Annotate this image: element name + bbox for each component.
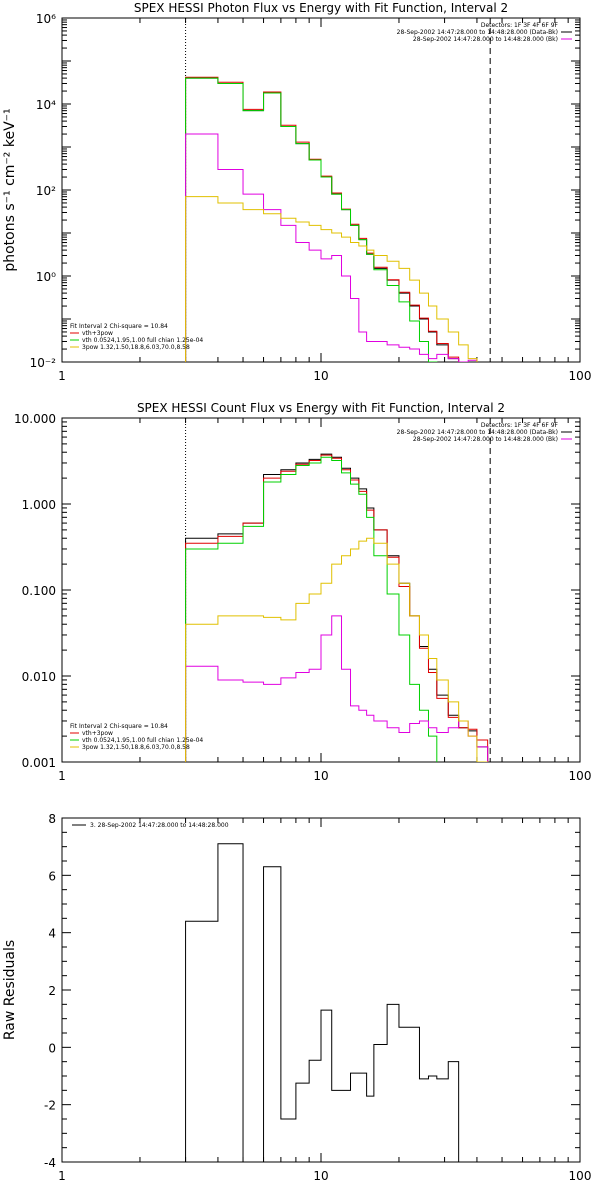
panel2-y-tick-label: 0 (48, 1041, 56, 1055)
panel1-legend-entry: Detectors: 1F 3F 4F 6F 9F (481, 422, 559, 429)
panel0-fit-legend-entry: 3pow 1.32,1.50,18.8,6.03,70.0,8.58 (82, 344, 190, 351)
panel1-x-tick-label: 1 (58, 769, 66, 783)
panel1-y-tick-label: 10.000 (14, 412, 56, 426)
panel1-series-line-2 (185, 456, 460, 762)
panel1-series-line-0 (185, 453, 489, 762)
panel1-fit-legend-entry: vth 0.0524,1.95,1.00 full chian 1.25e-04 (82, 737, 203, 744)
panel2-x-tick-label: 100 (569, 1169, 592, 1183)
panel0-legend-entry: 28-Sep-2002 14:47:28.000 to 14:48:28.000… (397, 29, 558, 36)
panel0-y-tick-label: 10⁴ (36, 98, 56, 112)
panel1-y-tick-label: 0.010 (22, 670, 56, 684)
panel0-legend-entry: Detectors: 1F 3F 4F 6F 9F (481, 22, 559, 29)
panel2-series-line-0 (185, 843, 460, 1162)
panel1-legend-entry: 28-Sep-2002 14:47:28.000 to 14:48:28.000… (413, 436, 558, 443)
panel0-y-tick-label: 10⁻² (30, 356, 57, 370)
panel0-y-tick-label: 10⁶ (36, 12, 56, 26)
panel1-series-group (185, 453, 510, 762)
panel0-y-tick-label: 10² (36, 184, 56, 198)
panel0-plot-frame (61, 17, 581, 363)
panel2-y-tick-label: -4 (44, 1156, 56, 1170)
photon-flux-panel: 1 10 100 10⁻² 10⁰ 10² 10⁴ 10⁶ SPEX HESSI Photon … (2, 1, 592, 383)
panel1-y-tick-label: 0.100 (22, 584, 56, 598)
panel2-x-tick-label: 10 (313, 1169, 328, 1183)
panel0-y-tick-label: 10⁰ (36, 270, 56, 284)
panel0-fit-legend-entry: vth 0.0524,1.95,1.00 full chian 1.25e-04 (82, 337, 203, 344)
residuals-panel: 1 10 100 -4 -2 0 2 4 6 8 Raw Residuals 3. 28-Sep-20… (2, 812, 591, 1183)
panel2-x-tick-label: 1 (58, 1169, 66, 1183)
panel1-fit-legend-entry: Fit Interval 2 Chi-square = 10.84 (70, 723, 168, 730)
panel2-y-tick-label: 4 (48, 927, 56, 941)
panel1-fit-legend-entry: vth+3pow (82, 730, 113, 737)
count-flux-panel: 1 10 100 0.001 0.010 0.100 1.000 10.000 SPEX HES… (14, 401, 592, 783)
panel2-series-group (185, 843, 460, 1162)
panel0-series-line-4 (185, 196, 510, 362)
panel1-fit-legend-entry: 3pow 1.32,1.50,18.8,6.03,70.0,8.58 (82, 744, 190, 751)
panel2-y-axis-label: Raw Residuals (2, 940, 18, 1040)
panel1-y-tick-label: 0.001 (22, 756, 56, 770)
panel2-y-tick-label: 2 (48, 984, 56, 998)
panel2-plot-frame (61, 817, 581, 1163)
panel1-x-tick-label: 100 (569, 769, 592, 783)
panel0-x-tick-label: 1 (58, 369, 66, 383)
panel2-legend-entry: 3. 28-Sep-2002 14:47:28.000 to 14:48:28.… (90, 822, 229, 829)
panel0-legend-entry: 28-Sep-2002 14:47:28.000 to 14:48:28.000… (413, 36, 558, 43)
panel1-y-tick-label: 1.000 (22, 498, 56, 512)
panel2-y-tick-label: -2 (44, 1099, 56, 1113)
panel1-chart-title: SPEX HESSI Count Flux vs Energy with Fit… (137, 401, 505, 415)
panel0-chart-title: SPEX HESSI Photon Flux vs Energy with Fi… (134, 1, 508, 15)
panel2-y-tick-label: 6 (48, 869, 56, 883)
panel1-legend-entry: 28-Sep-2002 14:47:28.000 to 14:48:28.000… (397, 429, 558, 436)
panel0-series-line-2 (185, 77, 460, 362)
panel2-y-tick-label: 8 (48, 812, 56, 826)
panel0-y-axis-label: photons s⁻¹ cm⁻² keV⁻¹ (2, 108, 18, 271)
panel1-series-line-3 (185, 615, 489, 762)
panel0-series-line-3 (185, 133, 489, 362)
panel0-series-group (185, 76, 510, 362)
panel1-series-line-4 (185, 537, 510, 762)
panel0-series-line-1 (185, 76, 489, 362)
panel0-fit-legend-entry: vth+3pow (82, 330, 113, 337)
panel0-series-line-0 (185, 77, 489, 362)
panel0-x-tick-label: 10 (313, 369, 328, 383)
panel0-x-tick-label: 100 (569, 369, 592, 383)
panel1-series-line-1 (185, 454, 489, 762)
panel1-x-tick-label: 10 (313, 769, 328, 783)
panel0-fit-legend-entry: Fit Interval 2 Chi-square = 10.84 (70, 323, 168, 330)
